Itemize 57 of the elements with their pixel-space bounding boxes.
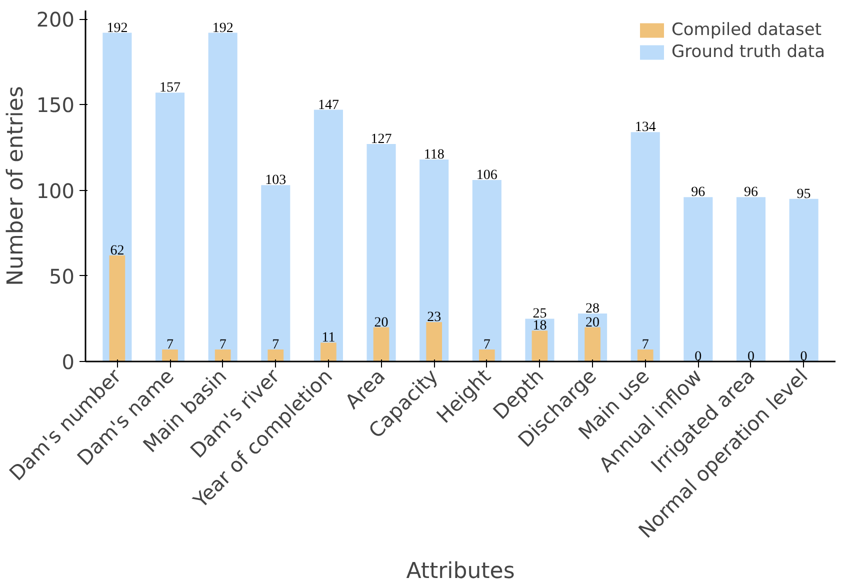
legend-label: Ground truth data xyxy=(672,42,825,62)
bar xyxy=(630,132,660,362)
bar xyxy=(366,144,396,362)
data-label: 0 xyxy=(800,350,808,364)
bar xyxy=(584,327,600,362)
bar xyxy=(532,330,548,362)
x-axis-title: Attributes xyxy=(406,559,515,584)
data-label: 7 xyxy=(272,338,280,353)
bar xyxy=(109,255,126,362)
bar xyxy=(155,92,185,362)
data-label: 96 xyxy=(744,185,758,200)
data-label: 192 xyxy=(106,20,128,36)
y-tick-label: 150 xyxy=(36,93,75,118)
data-label: 147 xyxy=(318,98,339,113)
data-label: 103 xyxy=(265,173,286,188)
data-label: 23 xyxy=(427,310,442,326)
bar xyxy=(478,350,495,362)
data-label: 0 xyxy=(694,350,702,364)
bar xyxy=(320,342,336,362)
data-label: 127 xyxy=(370,132,392,148)
bar xyxy=(373,327,390,362)
bar xyxy=(208,32,238,362)
y-tick-label: 200 xyxy=(36,8,75,32)
data-label: 18 xyxy=(532,318,547,334)
bar xyxy=(789,198,818,362)
data-label: 20 xyxy=(586,315,600,330)
data-label: 7 xyxy=(166,338,174,353)
data-label: 11 xyxy=(322,330,336,346)
data-label: 157 xyxy=(160,80,181,96)
y-tick-label: 0 xyxy=(62,350,75,374)
bar xyxy=(162,350,178,362)
data-label: 134 xyxy=(634,120,656,136)
bar xyxy=(684,197,713,362)
data-label: 118 xyxy=(424,147,444,162)
bar xyxy=(261,185,290,362)
data-label: 28 xyxy=(586,302,600,317)
data-label: 62 xyxy=(110,243,124,258)
bar xyxy=(426,322,442,362)
legend-label: Compiled dataset xyxy=(672,20,822,40)
data-label: 7 xyxy=(219,338,226,353)
data-label: 96 xyxy=(691,185,706,200)
bar xyxy=(268,350,284,362)
y-tick-label: 50 xyxy=(49,264,75,288)
data-label: 0 xyxy=(747,350,754,364)
bar xyxy=(314,110,343,362)
data-label: 20 xyxy=(374,315,388,330)
y-tick-label: 100 xyxy=(36,178,75,203)
bar xyxy=(472,180,502,362)
bar xyxy=(637,350,654,362)
data-label: 7 xyxy=(483,338,490,353)
data-label: 7 xyxy=(642,338,649,353)
bar xyxy=(214,350,231,362)
bar xyxy=(736,197,766,362)
y-axis-title: Number of entries xyxy=(3,86,28,286)
data-label: 95 xyxy=(796,186,811,202)
data-label: 192 xyxy=(212,20,234,36)
data-label: 106 xyxy=(476,168,498,184)
